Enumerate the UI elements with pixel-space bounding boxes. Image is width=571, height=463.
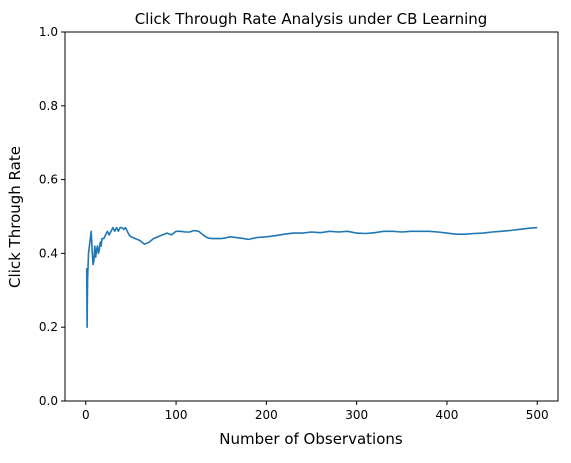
series-line [85, 226, 538, 329]
x-tick-label: 300 [345, 408, 368, 422]
plot-frame [64, 31, 559, 402]
y-tick-label: 0.0 [39, 394, 58, 408]
chart-title: Click Through Rate Analysis under CB Lea… [135, 10, 488, 28]
x-tick-label: 200 [255, 408, 278, 422]
y-tick-label: 0.8 [39, 99, 58, 113]
x-tick-label: 500 [526, 408, 549, 422]
x-tick-label: 0 [82, 408, 90, 422]
series-layer [85, 226, 538, 329]
y-axis: 0.0 0.2 0.4 0.6 0.8 1.0 [39, 25, 65, 408]
x-axis-title: Number of Observations [219, 430, 403, 448]
y-tick-label: 1.0 [39, 25, 58, 39]
x-tick-label: 400 [435, 408, 458, 422]
x-axis: 0 100 200 300 400 500 [82, 401, 549, 422]
plot-area [65, 32, 558, 401]
y-tick-label: 0.2 [39, 320, 58, 334]
y-tick-label: 0.6 [39, 173, 58, 187]
y-tick-label: 0.4 [39, 246, 58, 260]
x-tick-label: 100 [165, 408, 188, 422]
y-axis-title: Click Through Rate [6, 146, 24, 288]
